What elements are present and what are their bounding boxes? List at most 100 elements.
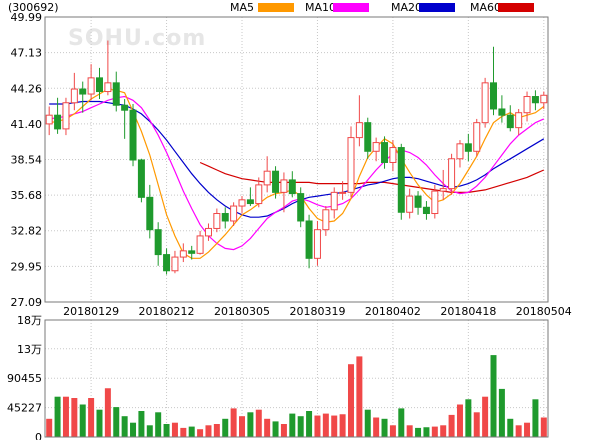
volume-bar xyxy=(230,408,237,437)
candle-up xyxy=(213,213,221,229)
date-label: 20180305 xyxy=(214,305,270,318)
volume-bar xyxy=(507,418,514,437)
price-tick-label: 29.95 xyxy=(11,260,43,273)
volume-bar xyxy=(473,412,480,437)
candle-down xyxy=(464,143,472,152)
volume-bar xyxy=(239,416,246,437)
volume-bar xyxy=(406,425,413,437)
volume-bar xyxy=(423,427,430,437)
volume-bar xyxy=(373,417,380,437)
candle-up xyxy=(313,229,321,259)
volume-bar xyxy=(532,399,539,437)
price-tick-label: 35.68 xyxy=(11,189,43,202)
candle-up xyxy=(230,205,238,222)
volume-bar xyxy=(498,388,505,437)
volume-bar xyxy=(524,422,531,437)
candle-down xyxy=(188,250,196,254)
legend-label-ma10: MA10 xyxy=(305,1,336,14)
volume-bar xyxy=(465,399,472,437)
volume-bar xyxy=(71,398,78,437)
candle-down xyxy=(297,193,305,222)
price-axis-ticks: 49.99 47.13 44.26 41.40 38.54 35.68 32.82 29.95… xyxy=(11,11,43,309)
price-tick-label: 32.82 xyxy=(11,225,43,238)
candle-up xyxy=(87,77,95,95)
volume-tick-label: 18万 xyxy=(17,314,42,327)
moving-average-lines xyxy=(49,88,545,259)
volume-bar xyxy=(339,414,346,437)
volume-bar xyxy=(540,417,547,437)
price-tick-label: 47.13 xyxy=(11,47,43,60)
date-label: 20180129 xyxy=(63,305,119,318)
volume-bar xyxy=(431,426,438,437)
legend-swatch-ma5 xyxy=(258,3,294,12)
candle-up xyxy=(389,147,397,163)
volume-bar xyxy=(197,429,204,437)
date-label: 20180504 xyxy=(516,305,572,318)
candle-up xyxy=(372,142,380,152)
candle-down xyxy=(95,77,103,93)
candle-up xyxy=(347,137,355,193)
candle-up xyxy=(322,209,330,231)
volume-bar xyxy=(456,404,463,437)
candle-up xyxy=(255,184,263,205)
candle-down xyxy=(498,108,506,116)
volume-bar xyxy=(171,422,178,437)
volume-series xyxy=(46,355,547,437)
volume-tick-label: 0 xyxy=(35,431,42,440)
volume-bar xyxy=(515,425,522,437)
date-label: 20180418 xyxy=(440,305,496,318)
candle-down xyxy=(490,82,498,110)
candle-up xyxy=(439,188,447,192)
candle-up xyxy=(481,82,489,124)
watermark: SOHU.com xyxy=(68,26,206,51)
volume-bar xyxy=(54,396,61,437)
candlestick-series xyxy=(45,40,548,275)
volume-bar xyxy=(264,418,271,437)
ma5-line xyxy=(49,88,545,259)
volume-bar xyxy=(448,414,455,437)
price-tick-label: 41.40 xyxy=(11,118,43,131)
date-label: 20180212 xyxy=(139,305,195,318)
volume-bar xyxy=(490,355,497,437)
ma-legend: MA5 MA10 MA20 MA60 xyxy=(230,1,534,14)
volume-bar xyxy=(482,396,489,437)
candle-up xyxy=(45,114,53,125)
candle-down xyxy=(364,122,372,152)
candle-up xyxy=(355,122,363,139)
price-plot-frame xyxy=(44,16,549,303)
date-label: 20180319 xyxy=(289,305,345,318)
candle-down xyxy=(129,109,137,161)
date-axis-labels: 20180129 20180212 20180305 20180319 20180402… xyxy=(63,305,572,318)
volume-bar xyxy=(306,411,313,437)
date-label: 20180402 xyxy=(365,305,421,318)
volume-bar xyxy=(121,416,128,437)
candle-down xyxy=(163,254,171,272)
legend-swatch-ma20 xyxy=(419,3,455,12)
candle-up xyxy=(70,88,78,104)
price-tick-label: 38.54 xyxy=(11,154,43,167)
legend-swatch-ma10 xyxy=(333,3,369,12)
volume-bar xyxy=(255,409,262,437)
candle-up xyxy=(406,195,414,213)
candle-down xyxy=(531,96,539,104)
candle-up xyxy=(280,179,288,193)
candle-down xyxy=(422,206,430,215)
stock-code: (300692) xyxy=(8,1,59,14)
legend-swatch-ma60 xyxy=(498,3,534,12)
candle-up xyxy=(448,158,456,190)
volume-bar xyxy=(322,413,329,437)
volume-bar xyxy=(347,364,354,437)
volume-bar xyxy=(163,424,170,437)
candle-up xyxy=(540,94,548,104)
volume-bar xyxy=(46,418,53,437)
volume-bar xyxy=(398,408,405,437)
candle-down xyxy=(154,229,162,256)
candle-up xyxy=(238,199,246,207)
volume-bar xyxy=(331,415,338,437)
candle-down xyxy=(288,179,296,195)
volume-bar xyxy=(222,418,229,437)
candle-down xyxy=(54,114,62,130)
candle-up xyxy=(523,96,531,114)
volume-bar xyxy=(146,425,153,437)
ma10-line xyxy=(49,95,545,251)
